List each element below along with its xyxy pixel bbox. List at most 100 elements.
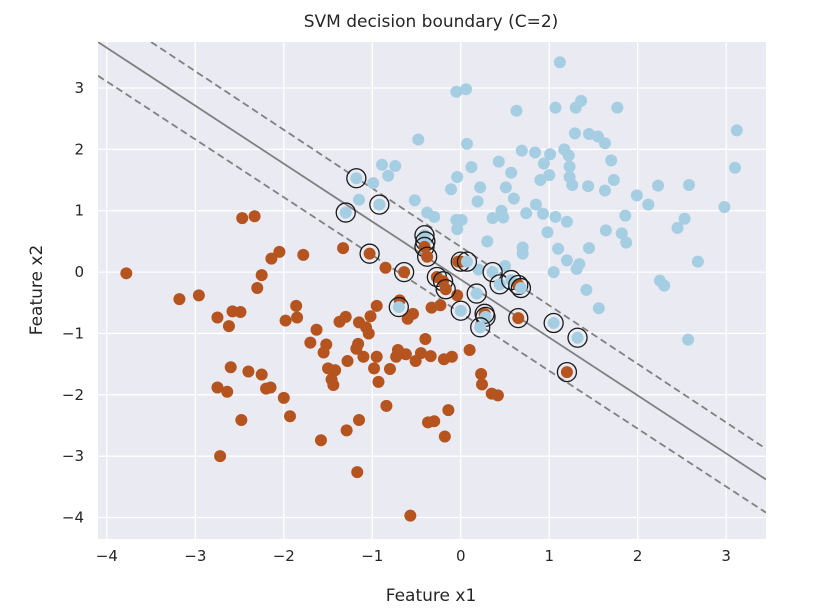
class-0-point: [414, 347, 427, 360]
support-vector-ring: [359, 243, 380, 264]
support-vector-ring: [508, 307, 529, 329]
class-0-point: [320, 338, 333, 351]
support-vector-ring: [369, 194, 390, 215]
x-axis-ticks: −4 −3 −2 −1 0 1 2 3: [96, 547, 731, 565]
class-1-point: [553, 56, 566, 69]
class-0-point: [310, 323, 323, 336]
class-0-point: [283, 410, 296, 423]
class-1-point: [691, 255, 704, 268]
support-vector-point: [363, 247, 376, 260]
class-1-point: [450, 85, 463, 98]
class-0-point: [304, 336, 317, 349]
class-0-point: [211, 311, 224, 324]
class-0-point: [327, 378, 340, 391]
support-vector-point: [460, 255, 473, 268]
class-1-point: [580, 283, 593, 296]
class-1-point: [543, 169, 556, 182]
class-0-point: [434, 299, 447, 312]
class-1-point: [465, 161, 478, 174]
class-0-point: [463, 344, 476, 357]
class-0-point: [291, 311, 304, 324]
class-1-point: [486, 212, 499, 225]
class-1-point: [607, 174, 620, 187]
class-0-point: [234, 305, 247, 318]
class-0-point: [357, 350, 370, 363]
support-vector-point: [350, 172, 363, 185]
support-vector-point: [339, 206, 352, 219]
class-1-point: [560, 254, 573, 267]
class-0-point: [370, 350, 383, 363]
class-0-point: [339, 310, 352, 323]
class-1-point: [718, 201, 731, 214]
class-0-point: [364, 310, 377, 323]
class-1-point: [619, 209, 632, 222]
x-tick-label: 0: [456, 547, 466, 565]
x-tick-label: 1: [544, 547, 554, 565]
support-vector-ring: [466, 283, 487, 304]
class-1-point: [541, 226, 554, 239]
class-0-point: [368, 362, 381, 375]
class-1-point: [520, 207, 533, 220]
class-1-point: [611, 101, 624, 114]
class-0-point: [120, 267, 133, 280]
support-vector-point: [454, 304, 467, 317]
support-vector-point: [398, 266, 411, 279]
class-0-point: [353, 413, 366, 426]
class-1-point: [682, 333, 695, 346]
class-0-point: [260, 382, 273, 395]
class-0-point: [383, 363, 396, 376]
x-axis-label: Feature x1: [386, 586, 477, 606]
class-0-point: [428, 415, 441, 428]
class-0-point: [297, 248, 310, 261]
y-axis-label: Feature x2: [27, 245, 47, 336]
support-vector-point: [547, 317, 560, 330]
class-1-point: [376, 158, 389, 171]
data-points: [120, 56, 743, 522]
support-vector-point: [486, 266, 499, 279]
class-0-point: [406, 307, 419, 320]
class-1-point: [537, 157, 550, 170]
class-0-point: [255, 368, 268, 381]
class-1-point: [568, 127, 581, 140]
support-vector-ring: [510, 277, 532, 299]
class-0-point: [255, 269, 268, 282]
class-0-point: [192, 289, 205, 302]
x-tick-label: −1: [361, 547, 383, 565]
class-0-point: [399, 348, 412, 361]
support-vector-point: [493, 278, 506, 291]
class-0-point: [277, 391, 290, 404]
class-1-point: [558, 143, 571, 156]
class-0-point: [265, 252, 278, 265]
class-1-point: [598, 184, 611, 197]
class-1-point: [510, 104, 523, 117]
class-0-point: [224, 361, 237, 374]
class-1-point: [658, 279, 671, 292]
class-0-point: [445, 350, 458, 363]
class-0-point: [329, 364, 342, 377]
class-1-point: [573, 258, 586, 271]
support-vector-point: [512, 312, 525, 325]
class-1-point: [412, 133, 425, 146]
support-vector-ring: [388, 296, 409, 318]
y-tick-label: 3: [74, 79, 84, 97]
support-vector-point: [373, 198, 386, 211]
class-0-point: [438, 430, 451, 443]
y-tick-label: −1: [62, 324, 84, 342]
x-tick-label: 3: [721, 547, 731, 565]
support-vector-point: [470, 287, 483, 300]
support-vector-ring: [416, 246, 438, 267]
class-1-point: [389, 159, 402, 172]
decision-boundary-line: [98, 42, 766, 481]
class-1-point: [678, 212, 691, 225]
support-vector-point: [479, 310, 492, 323]
x-tick-label: −2: [273, 547, 295, 565]
class-0-point: [404, 509, 417, 522]
class-1-point: [549, 210, 562, 223]
class-1-point: [507, 192, 520, 205]
y-tick-label: −3: [62, 447, 84, 465]
class-0-point: [214, 450, 227, 463]
class-0-point: [424, 350, 437, 363]
support-vector-ring: [450, 300, 471, 321]
class-1-point: [516, 247, 529, 260]
